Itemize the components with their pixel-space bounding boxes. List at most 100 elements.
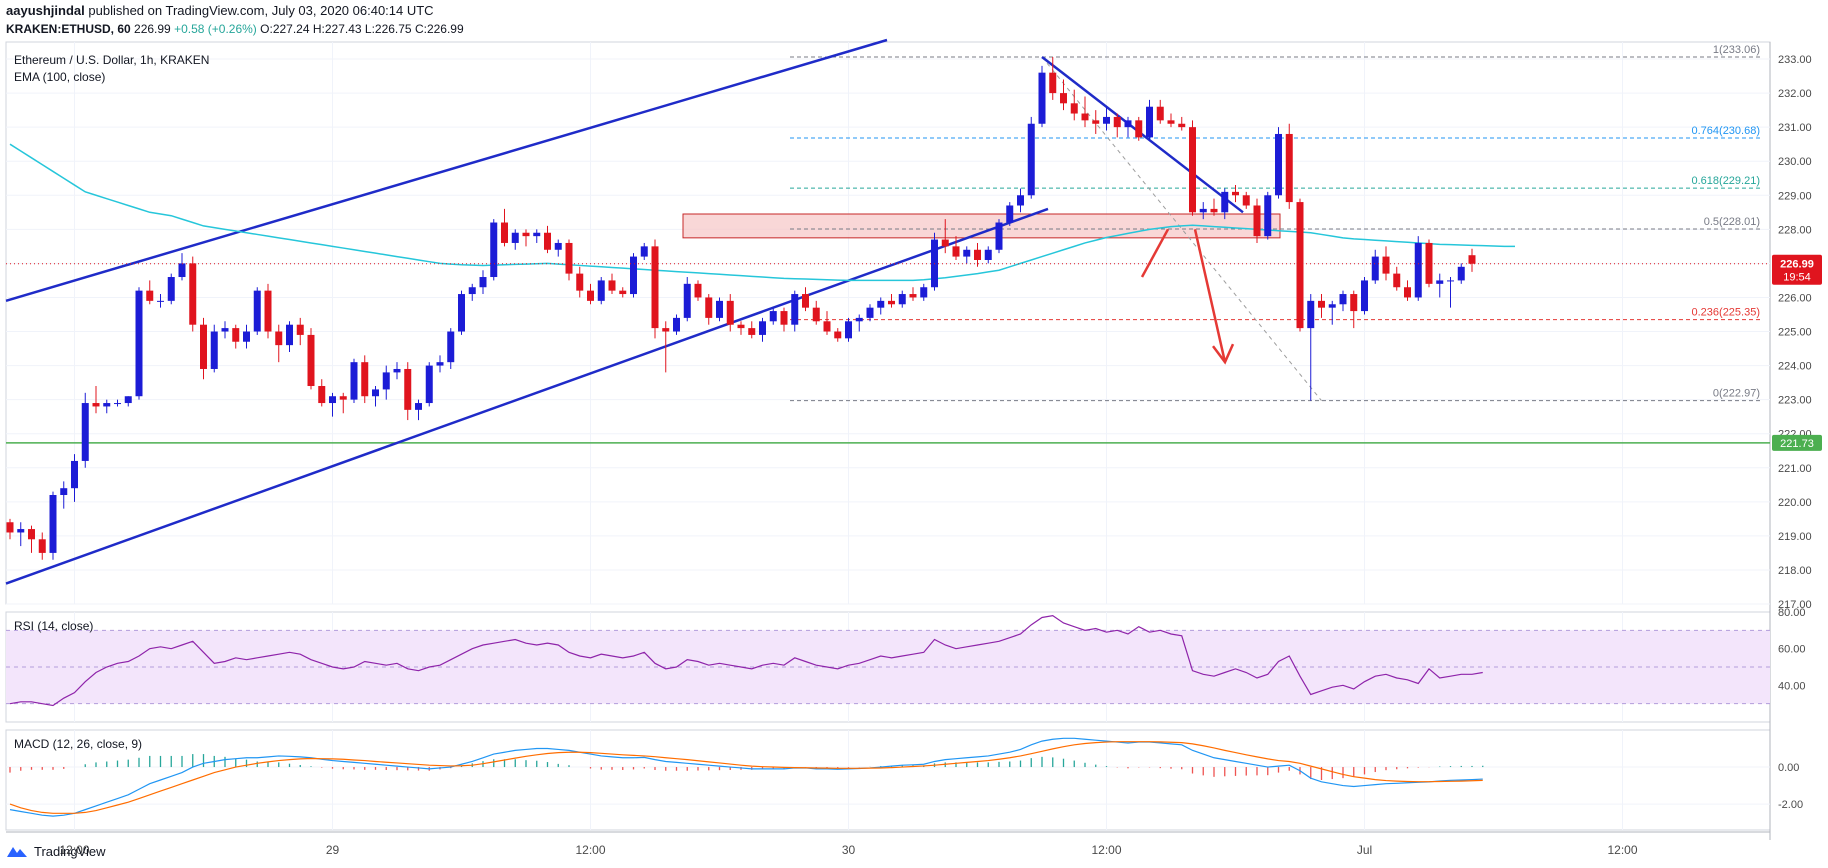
fib-label: 0.236(225.35): [1692, 307, 1761, 319]
candle-body: [1275, 133, 1282, 196]
candle: [372, 386, 379, 407]
candle-body: [726, 300, 734, 325]
candle-body: [81, 403, 89, 461]
y-tick-label: 219.00: [1778, 531, 1812, 543]
x-tick-label: Jul: [1357, 843, 1372, 857]
candle: [146, 280, 154, 305]
down-arrow-head: [1212, 343, 1235, 365]
candle: [1468, 248, 1476, 272]
candle-body: [845, 321, 852, 339]
quote-line: KRAKEN:ETHUSD, 60 226.99 +0.58 (+0.26%) …: [6, 20, 464, 38]
candle: [888, 294, 895, 308]
candle-body: [909, 294, 917, 298]
candle: [1146, 99, 1153, 141]
candle-body: [318, 386, 326, 404]
candle: [1081, 96, 1089, 128]
y-tick-label: 233.00: [1778, 54, 1812, 66]
candle-body: [307, 334, 315, 387]
candle-body: [630, 256, 637, 295]
candle: [296, 317, 304, 346]
candle: [178, 253, 186, 281]
candle-body: [1189, 127, 1196, 213]
candle: [167, 273, 175, 305]
candle: [1038, 65, 1046, 128]
candle-body: [1060, 93, 1067, 104]
candle-body: [1285, 133, 1293, 203]
candle: [103, 399, 111, 414]
x-tick-label: 12:00: [1091, 843, 1121, 857]
y-tick-label: 231.00: [1778, 122, 1812, 134]
candle-body: [511, 232, 519, 243]
candle-body: [694, 283, 702, 298]
candle-body: [1253, 205, 1261, 237]
candle: [791, 290, 799, 332]
candle: [834, 328, 842, 342]
candle-body: [1393, 273, 1401, 288]
symbol-label[interactable]: KRAKEN:ETHUSD, 60: [6, 22, 131, 36]
candle-body: [28, 529, 35, 540]
candle: [1404, 280, 1411, 301]
candle: [1167, 113, 1175, 128]
candle: [673, 314, 680, 335]
candle-body: [533, 232, 541, 237]
candle: [1447, 277, 1454, 308]
candle: [995, 219, 1003, 254]
candle: [458, 290, 465, 335]
fib-level: 0.236(225.35): [790, 307, 1762, 321]
candle: [1156, 99, 1164, 124]
author-name[interactable]: aayushjindal: [6, 3, 85, 18]
candle: [361, 355, 369, 404]
candle: [28, 525, 35, 553]
tradingview-footer[interactable]: TradingView: [6, 840, 106, 862]
candle: [974, 242, 981, 267]
candle: [415, 399, 422, 421]
candle: [81, 392, 89, 468]
candle: [1113, 113, 1121, 138]
y-tick-label: 221.00: [1778, 463, 1812, 475]
candle: [404, 362, 412, 421]
last-price-label: 226.99: [1780, 259, 1814, 271]
y-tick-label: 224.00: [1778, 361, 1812, 373]
candle-body: [1081, 113, 1089, 121]
candle-body: [1006, 205, 1014, 223]
candle: [1275, 127, 1282, 199]
candle: [931, 232, 938, 291]
candle: [705, 294, 713, 325]
candle-body: [1027, 123, 1035, 196]
candle: [243, 324, 250, 349]
candle: [286, 321, 293, 352]
down-arrow-stroke: [1193, 229, 1227, 363]
price-pane-title: Ethereum / U.S. Dollar, 1h, KRAKEN: [14, 53, 209, 67]
candle-body: [780, 311, 788, 325]
candle: [1027, 116, 1035, 199]
candle-body: [1199, 208, 1207, 213]
candle: [479, 270, 487, 295]
candle: [307, 328, 315, 390]
candle-body: [888, 300, 895, 305]
countdown-label: 19:54: [1783, 272, 1811, 284]
candle-body: [178, 263, 186, 278]
candle-body: [1425, 242, 1433, 284]
candle-body: [673, 317, 680, 332]
candle: [823, 311, 831, 335]
candle-body: [587, 290, 594, 301]
candle-body: [167, 277, 175, 301]
y-tick-label: 229.00: [1778, 190, 1812, 202]
fib-label: 0.764(230.68): [1692, 125, 1761, 137]
candle: [1232, 185, 1239, 203]
candle-body: [1447, 280, 1454, 282]
candle-body: [1232, 191, 1239, 196]
candle-body: [1017, 195, 1024, 206]
y-tick-label: 223.00: [1778, 395, 1812, 407]
candle-body: [974, 249, 981, 260]
candle-body: [1221, 191, 1229, 213]
candle-body: [372, 389, 379, 397]
candle: [1436, 273, 1444, 298]
upper-channel-line: [5, 38, 888, 303]
candle: [1361, 277, 1368, 315]
resistance-zone: [682, 213, 1281, 239]
candle-body: [232, 328, 240, 342]
candle-body: [296, 324, 304, 335]
candle: [855, 314, 863, 332]
